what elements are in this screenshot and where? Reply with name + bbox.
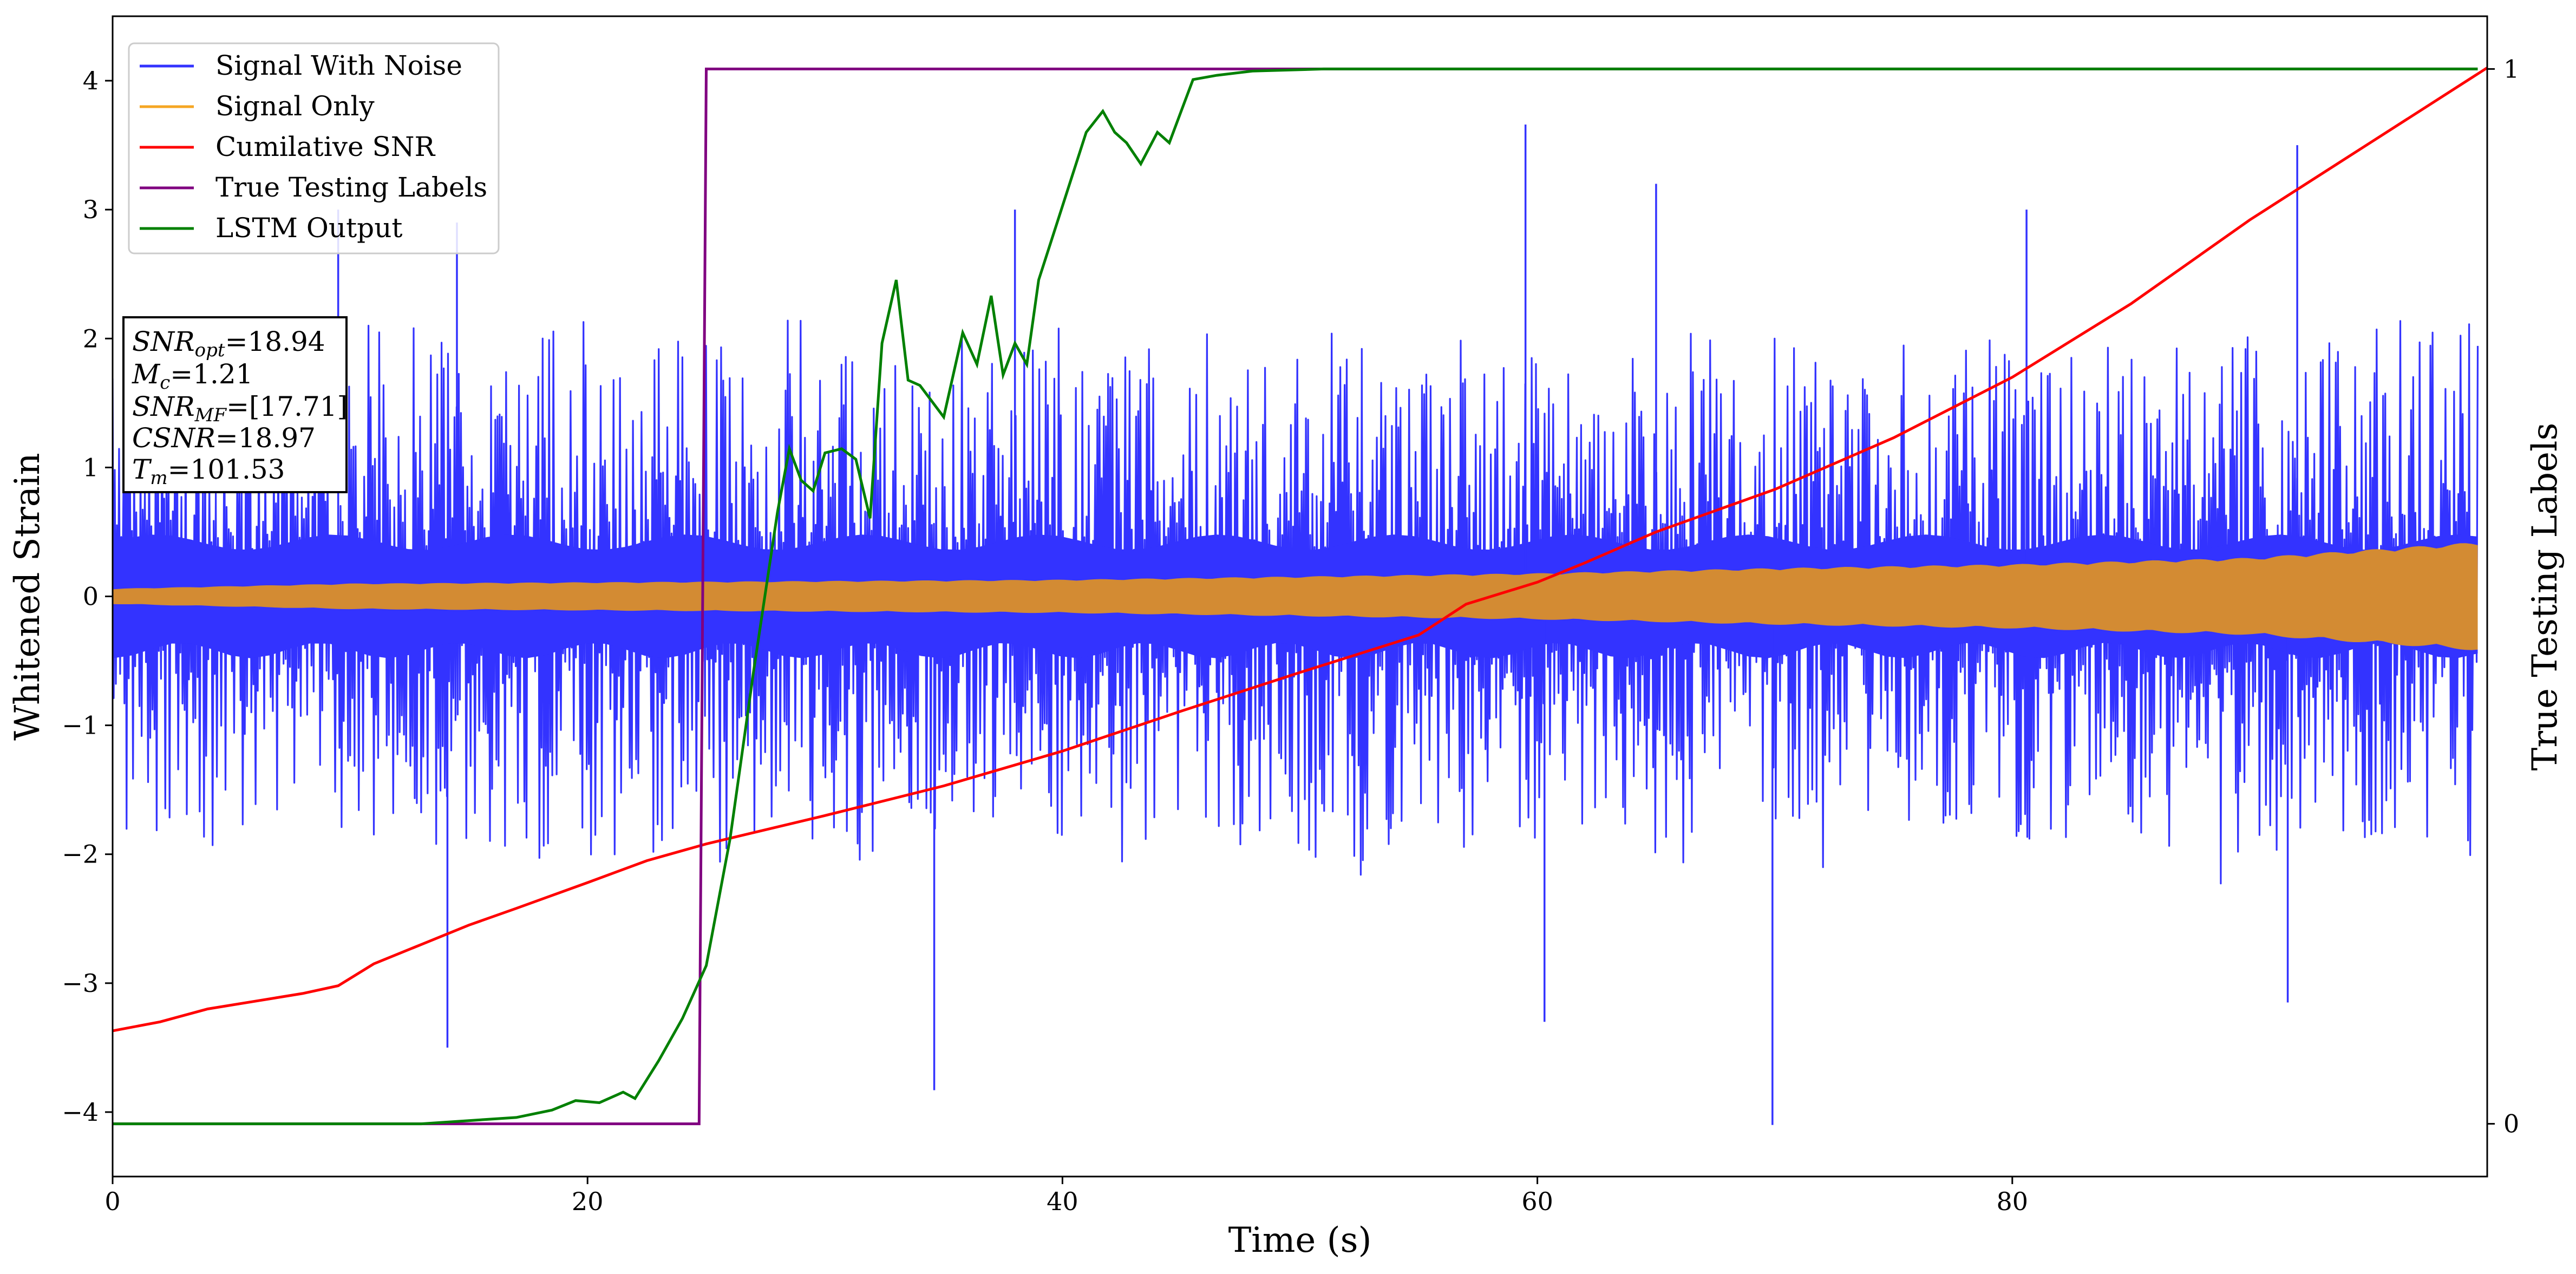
- legend-label: Cumilative SNR: [215, 131, 435, 162]
- stat-snr-mf: SNRMF=[17.71]: [132, 391, 348, 426]
- x-tick-label: 40: [1047, 1187, 1078, 1216]
- cumulative-snr-line: [113, 67, 2487, 1033]
- y-tick-label: −4: [62, 1097, 99, 1127]
- signal-only-series: [113, 543, 2478, 650]
- y-tick-label: 2: [83, 324, 99, 353]
- legend: Signal With Noise Signal Only Cumilative S…: [128, 42, 500, 254]
- x-tick-label: 0: [104, 1187, 120, 1216]
- stat-csnr: CSNR=18.97: [132, 422, 316, 454]
- legend-label: LSTM Output: [215, 212, 402, 244]
- x-axis-ticks: 0 20 40 60 80: [104, 1177, 2028, 1216]
- stat-mc: Mc=1.21: [132, 358, 253, 394]
- x-tick-label: 80: [1997, 1187, 2029, 1216]
- x-tick-label: 20: [572, 1187, 604, 1216]
- lstm-output-line: [113, 67, 2478, 1126]
- legend-label: True Testing Labels: [215, 172, 487, 203]
- y-tick-label: −2: [62, 840, 99, 869]
- legend-item: LSTM Output: [140, 212, 402, 244]
- stats-annotation: SNRopt=18.94 Mc=1.21 SNRMF=[17.71] CSNR=…: [122, 316, 348, 493]
- y-axis-label: Whitened Strain: [8, 453, 48, 740]
- y2-tick-label: 1: [2503, 54, 2519, 83]
- legend-item: Signal Only: [140, 90, 375, 122]
- y2-axis-ticks: 01: [2487, 54, 2519, 1139]
- y-tick-label: 4: [83, 66, 99, 95]
- legend-item: Cumilative SNR: [140, 131, 435, 162]
- y-tick-label: −1: [62, 711, 99, 740]
- legend-item: Signal With Noise: [140, 50, 462, 81]
- y-axis-ticks: −4 −3 −2 −1 0 1 2 3 4: [62, 66, 113, 1127]
- y-tick-label: 3: [83, 195, 99, 224]
- legend-label: Signal With Noise: [215, 50, 462, 81]
- stat-tm: Tm=101.53: [132, 454, 285, 489]
- y-tick-label: −3: [62, 969, 99, 998]
- stat-snr-opt: SNRopt=18.94: [132, 326, 325, 361]
- x-tick-label: 60: [1521, 1187, 1553, 1216]
- stats-box: [122, 316, 348, 493]
- x-axis-label: Time (s): [1228, 1220, 1372, 1260]
- y2-axis-label: True Testing Labels: [2525, 423, 2565, 771]
- plot-area: [113, 67, 2487, 1126]
- signal-only-envelope: [113, 543, 2478, 650]
- y2-tick-label: 0: [2503, 1109, 2519, 1139]
- legend-box: [128, 42, 500, 254]
- y-tick-label: 1: [83, 453, 99, 482]
- y-tick-label: 0: [83, 582, 99, 611]
- legend-label: Signal Only: [215, 90, 375, 122]
- legend-item: True Testing Labels: [140, 172, 487, 203]
